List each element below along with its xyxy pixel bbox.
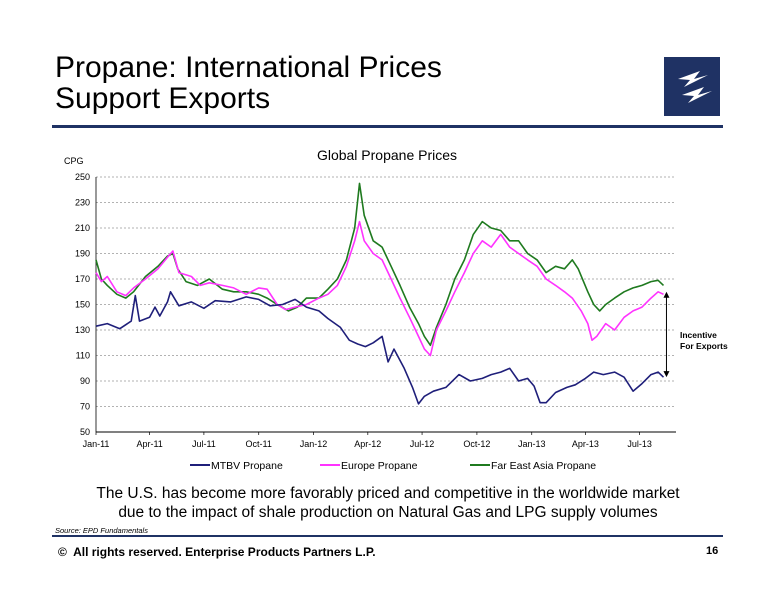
title-line-2: Support Exports <box>55 82 271 115</box>
legend-label: MTBV Propane <box>211 460 283 472</box>
x-tick-label: Oct-11 <box>246 439 272 449</box>
lightning-bolt-icon <box>678 71 712 103</box>
incentive-label-line-2: For Exports <box>680 341 728 351</box>
x-tick-label: Jul-11 <box>192 439 216 449</box>
chart-legend: MTBV Propane Europe Propane Far East Asia … <box>190 460 596 472</box>
y-tick-label: 130 <box>75 325 90 335</box>
copyright-icon: © <box>58 545 67 559</box>
y-tick-labels: 250 230 210 190 170 150 130 110 90 70 50 <box>75 172 90 437</box>
export-incentive-annotation: Incentive For Exports <box>663 291 728 378</box>
x-tick-label: Jul-12 <box>410 439 435 449</box>
y-axis-label: CPG <box>64 156 84 166</box>
x-tick-label: Apr-13 <box>572 439 599 449</box>
x-tick-label: Oct-12 <box>463 439 490 449</box>
series-line-mtbv-propane <box>95 291 665 405</box>
caption: The U.S. has become more favorably price… <box>40 484 736 522</box>
copyright-label: All rights reserved. Enterprise Products… <box>73 545 376 559</box>
incentive-arrow-head-up <box>663 291 670 298</box>
footer-divider <box>52 535 723 537</box>
global-propane-prices-chart: Global Propane Prices CPG 250 230 210 190 17… <box>64 147 728 472</box>
title-divider <box>52 125 723 128</box>
y-tick-label: 150 <box>75 300 90 310</box>
chart-title: Global Propane Prices <box>317 147 457 163</box>
y-tick-label: 50 <box>80 427 90 437</box>
series-line-far-east-asia-propane <box>95 182 665 347</box>
x-tick-labels: Jan-11 Apr-11 Jul-11 Oct-11 Jan-12 Apr-12 Jul-… <box>83 432 652 449</box>
x-tick-label: Jan-12 <box>300 439 328 449</box>
y-tick-label: 250 <box>75 172 90 182</box>
company-logo <box>664 57 720 116</box>
y-tick-label: 190 <box>75 249 90 259</box>
caption-line-1: The U.S. has become more favorably price… <box>96 485 680 502</box>
x-tick-label: Apr-11 <box>136 439 162 449</box>
incentive-arrow-head-down <box>663 371 670 378</box>
incentive-label-line-1: Incentive <box>680 330 717 340</box>
caption-line-2: due to the impact of shale production on… <box>118 504 658 521</box>
x-tick-label: Apr-12 <box>354 439 381 449</box>
y-tick-label: 70 <box>80 402 90 412</box>
source-note: Source: EPD Fundamentals <box>55 526 148 535</box>
y-tick-label: 230 <box>75 198 90 208</box>
y-tick-label: 170 <box>75 274 90 284</box>
footer-text: © All rights reserved. Enterprise Produc… <box>58 545 376 559</box>
y-tick-label: 210 <box>75 223 90 233</box>
legend-label: Far East Asia Propane <box>491 460 596 472</box>
title-line-1: Propane: International Prices <box>55 51 442 84</box>
x-tick-label: Jan-11 <box>83 439 110 449</box>
x-tick-label: Jan-13 <box>518 439 546 449</box>
gridlines <box>95 176 676 433</box>
y-tick-label: 110 <box>76 351 90 361</box>
page-title: Propane: International Prices Support Ex… <box>55 52 442 114</box>
legend-label: Europe Propane <box>341 460 418 472</box>
series-line-europe-propane <box>95 220 664 357</box>
series-lines <box>95 182 665 405</box>
page-number: 16 <box>706 545 719 557</box>
x-tick-label: Jul-13 <box>627 439 652 449</box>
y-tick-label: 90 <box>80 376 90 386</box>
